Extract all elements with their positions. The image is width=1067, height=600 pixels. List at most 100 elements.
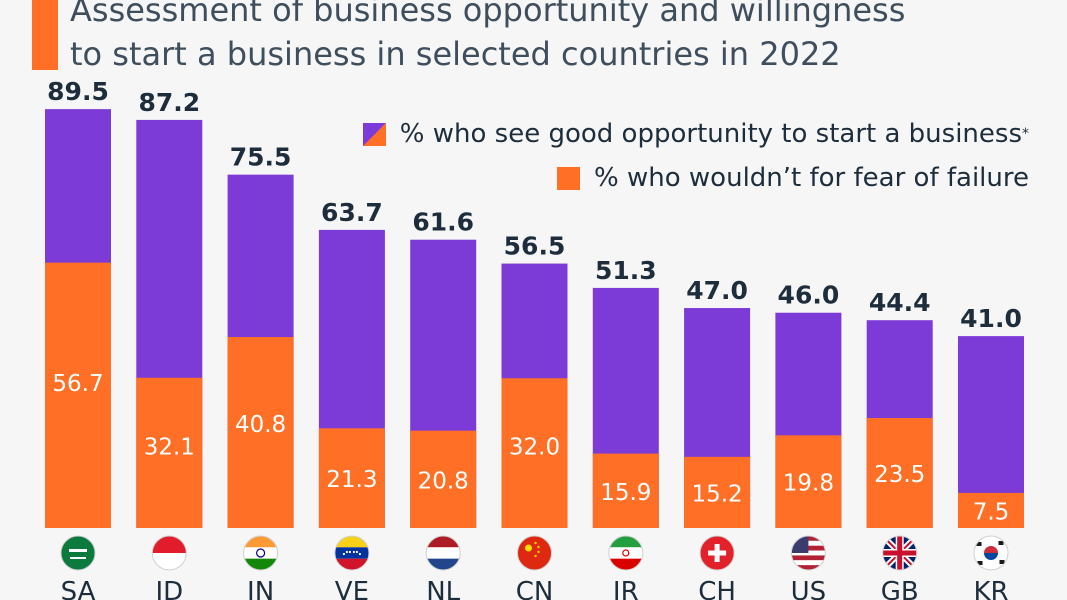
bar-fear-ch	[684, 456, 751, 528]
flag-cross-horizontal	[708, 550, 727, 556]
flag-bottom-band	[608, 558, 643, 570]
iran-flag-icon	[608, 536, 643, 570]
bar-fear-kr	[958, 492, 1024, 528]
legend: % who see good opportunity to start a bu…	[362, 112, 1029, 200]
value-label-opportunity-ir: 51.3	[595, 256, 657, 285]
legend-footnote-marker: *	[1022, 126, 1029, 142]
flag-star-3	[348, 550, 351, 554]
flag-top-band	[608, 536, 643, 548]
flag-top-band	[243, 536, 278, 548]
flag-emblem	[622, 549, 630, 557]
flag-bottom-band	[243, 558, 278, 570]
chart-title: Assessment of business opportunity and w…	[70, 0, 905, 76]
china-flag-icon	[517, 536, 552, 570]
flag-stripe-5	[791, 555, 826, 561]
flag-outline	[790, 535, 826, 571]
value-label-fear-ir: 15.9	[600, 480, 651, 506]
united-kingdom-flag-icon	[882, 536, 917, 570]
flag-middle-band	[426, 547, 461, 559]
flag-small-star-4	[534, 554, 537, 558]
venezuela-flag-icon	[334, 536, 369, 570]
value-label-fear-kr: 7.5	[973, 499, 1010, 525]
value-label-fear-cn: 32.0	[509, 435, 560, 461]
legend-swatch-opportunity	[362, 122, 386, 146]
flag-outline	[151, 535, 187, 571]
united-states-flag-icon	[791, 536, 826, 570]
flag-taegeuk-blue	[984, 553, 998, 560]
flag-trigram-1	[976, 542, 982, 546]
value-label-opportunity-kr: 41.0	[960, 304, 1022, 333]
category-label-us: US	[791, 577, 827, 600]
value-label-opportunity-us: 46.0	[778, 281, 840, 310]
value-label-opportunity-gb: 44.4	[869, 288, 931, 317]
bar-fear-in	[227, 337, 294, 528]
flag-stripe-6	[791, 560, 826, 566]
flag-outline	[425, 535, 461, 571]
legend-item-opportunity: % who see good opportunity to start a bu…	[362, 112, 1029, 156]
flag-middle-band	[334, 547, 369, 559]
value-label-opportunity-id: 87.2	[138, 88, 200, 117]
flag-top-band	[334, 536, 369, 548]
flag-trigram-2	[998, 541, 1004, 545]
value-label-fear-gb: 23.5	[874, 462, 925, 488]
value-label-fear-sa: 56.7	[52, 371, 103, 397]
flag-cross-red-horizontal	[882, 550, 917, 556]
category-label-cn: CN	[516, 577, 554, 600]
value-label-opportunity-ch: 47.0	[686, 276, 748, 305]
value-label-opportunity-ve: 63.7	[321, 198, 383, 227]
flag-outline	[243, 535, 279, 571]
flag-trigram-4	[999, 560, 1005, 564]
flag-large-star	[525, 544, 532, 552]
value-label-fear-id: 32.1	[144, 434, 195, 460]
flag-small-star-3	[537, 550, 540, 554]
flag-outline	[882, 535, 918, 571]
value-label-fear-ve: 21.3	[326, 467, 377, 493]
switzerland-flag-icon	[700, 536, 735, 570]
legend-item-fear: % who wouldn’t for fear of failure	[363, 156, 1029, 200]
netherlands-flag-icon	[426, 536, 461, 570]
value-label-opportunity-in: 75.5	[230, 143, 292, 172]
india-flag-icon	[243, 536, 278, 570]
flag-top-band	[152, 536, 187, 553]
category-label-ve: VE	[335, 577, 369, 600]
flag-star-6	[358, 552, 361, 556]
value-label-opportunity-nl: 61.6	[412, 208, 474, 237]
flag-taegeuk-red	[984, 546, 998, 553]
legend-label-fear: % who wouldn’t for fear of failure	[594, 163, 1029, 193]
flag-bottom-band	[334, 558, 369, 570]
flag-middle-band	[243, 547, 278, 559]
value-label-fear-us: 19.8	[783, 471, 834, 497]
category-label-gb: GB	[881, 577, 919, 600]
flag-background	[517, 536, 552, 570]
flag-outline	[608, 535, 644, 571]
bar-fear-id	[136, 377, 203, 528]
flag-background	[61, 536, 95, 570]
chart-title-line-2: to start a business in selected countrie…	[70, 35, 841, 73]
legend-label-opportunity: % who see good opportunity to start a bu…	[399, 119, 1022, 149]
flag-top-band	[426, 536, 461, 548]
category-label-ch: CH	[698, 577, 736, 600]
flag-star-1	[342, 552, 345, 556]
value-label-fear-nl: 20.8	[418, 468, 469, 494]
flag-outline	[334, 535, 370, 571]
flag-script-mark	[69, 549, 87, 552]
bar-fear-ir	[592, 453, 659, 528]
category-label-id: ID	[155, 577, 183, 600]
flag-bottom-band	[426, 558, 461, 570]
title-accent-bar	[32, 0, 58, 70]
bar-fear-cn	[501, 378, 568, 528]
bar-fear-nl	[410, 430, 477, 528]
flag-middle-band	[608, 547, 643, 559]
flag-outline	[60, 535, 96, 571]
saudi-arabia-flag-icon	[61, 536, 95, 570]
legend-swatch-fear	[557, 166, 581, 190]
flag-outline	[699, 535, 735, 571]
flag-star-4	[352, 550, 355, 554]
bar-fear-us	[775, 435, 842, 528]
bar-fear-ve	[318, 428, 385, 528]
category-label-ir: IR	[613, 577, 639, 600]
flag-bottom-band	[152, 553, 187, 570]
flag-star-2	[345, 550, 348, 554]
value-label-opportunity-cn: 56.5	[504, 232, 566, 261]
